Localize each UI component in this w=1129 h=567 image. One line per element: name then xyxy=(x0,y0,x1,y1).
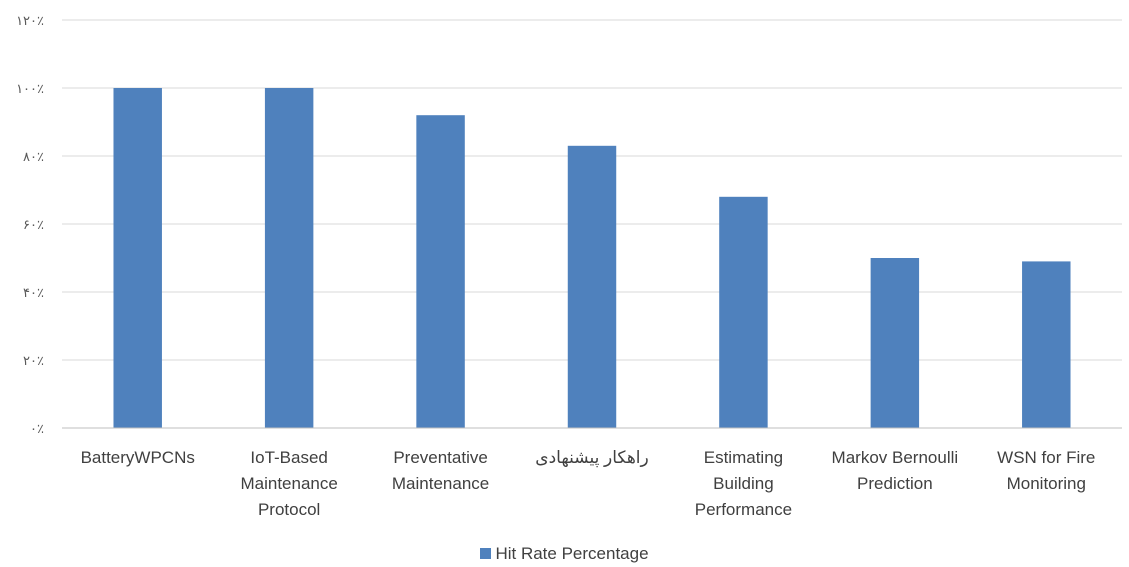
bar xyxy=(567,145,617,429)
bar xyxy=(870,258,920,428)
y-tick-label: ۱۲۰٪ xyxy=(16,14,44,29)
x-category-label-line: Building xyxy=(713,474,774,493)
x-category-label-line: Performance xyxy=(695,500,792,519)
x-category-label-line: Preventative xyxy=(393,448,488,467)
bar xyxy=(264,88,314,428)
legend: Hit Rate Percentage xyxy=(0,544,1129,564)
legend-swatch xyxy=(480,548,492,559)
y-axis-tick-labels: ۰٪ ۲۰٪ ۴۰٪ ۶۰٪ ۸۰٪ ۱۰۰٪ ۱۲۰٪ xyxy=(16,14,44,437)
x-category-label-line: راهکار پیشنهادی xyxy=(535,448,648,468)
x-category-label-line: Markov Bernoulli xyxy=(832,448,959,467)
x-category-label-line: Prediction xyxy=(857,474,933,493)
bars xyxy=(113,88,1071,429)
x-category-label-line: Maintenance xyxy=(392,474,489,493)
x-category-label-line: Maintenance xyxy=(240,474,337,493)
x-category-label-line: BatteryWPCNs xyxy=(81,448,195,467)
x-category-label: Markov Bernoulli Prediction xyxy=(832,448,959,493)
x-category-label-line: IoT-Based xyxy=(250,448,328,467)
y-tick-label: ۴۰٪ xyxy=(23,286,44,301)
bar xyxy=(113,88,162,428)
legend-label: Hit Rate Percentage xyxy=(495,544,649,563)
y-tick-label: ۱۰۰٪ xyxy=(16,82,44,97)
y-tick-label: ۰٪ xyxy=(30,422,44,437)
y-tick-label: ۲۰٪ xyxy=(23,354,44,369)
x-category-label: راهکار پیشنهادی xyxy=(535,448,648,468)
x-category-label-line: Estimating xyxy=(704,448,783,467)
x-category-label: Preventative Maintenance xyxy=(392,448,489,493)
y-tick-label: ۶۰٪ xyxy=(23,218,44,233)
x-category-label-line: Monitoring xyxy=(1007,474,1086,493)
y-tick-label: ۸۰٪ xyxy=(23,150,44,165)
bar xyxy=(719,196,768,428)
bar xyxy=(416,115,465,428)
x-category-label: Estimating Building Performance xyxy=(695,448,792,519)
x-category-label: IoT-Based Maintenance Protocol xyxy=(240,448,337,519)
x-category-label-line: WSN for Fire xyxy=(997,448,1095,467)
x-category-label-line: Protocol xyxy=(258,500,320,519)
x-axis-category-labels: BatteryWPCNs IoT-Based Maintenance Protocol… xyxy=(81,448,1096,519)
x-category-label: WSN for Fire Monitoring xyxy=(997,448,1095,493)
bar xyxy=(1022,261,1071,428)
x-category-label: BatteryWPCNs xyxy=(81,448,195,467)
